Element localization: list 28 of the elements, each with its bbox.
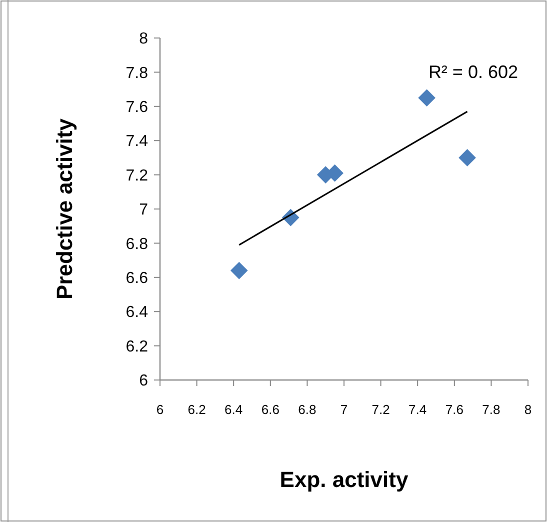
x-tick-label: 7.6	[445, 402, 464, 417]
y-tick-label: 7.8	[126, 64, 148, 82]
x-tick-label: 6.6	[261, 402, 280, 417]
x-tick-label: 8	[524, 402, 532, 417]
y-tick-label: 6.2	[126, 338, 148, 356]
x-axis-title: Exp. activity	[280, 467, 409, 492]
point	[230, 262, 248, 280]
y-tick-label: 7.2	[126, 167, 148, 184]
y-tick-label: 6.8	[126, 236, 148, 253]
y-tick-label: 6	[139, 372, 148, 390]
y-tick-label: 6.6	[126, 270, 148, 287]
point	[418, 89, 436, 107]
x-tick-label: 6.8	[298, 402, 316, 417]
x-tick-label: 6	[156, 402, 164, 417]
y-tick-label: 7.6	[126, 99, 148, 116]
y-tick-label: 7.4	[126, 133, 148, 150]
point	[458, 149, 476, 166]
x-tick-label: 6.2	[188, 402, 206, 417]
x-tick-label: 6.4	[224, 402, 243, 417]
y-axis-title: Predctive activity	[52, 118, 77, 300]
x-tick-label: 7.2	[372, 402, 390, 417]
annotation: R² = 0. 602	[428, 62, 518, 82]
x-tick-label: 7.4	[408, 402, 427, 417]
y-tick-label: 7	[139, 202, 148, 219]
y-tick-label: 6.4	[126, 304, 148, 322]
x-tick-label: 7.8	[482, 402, 500, 417]
y-tick-label: 8	[139, 30, 148, 48]
x-tick-label: 7	[340, 402, 348, 417]
